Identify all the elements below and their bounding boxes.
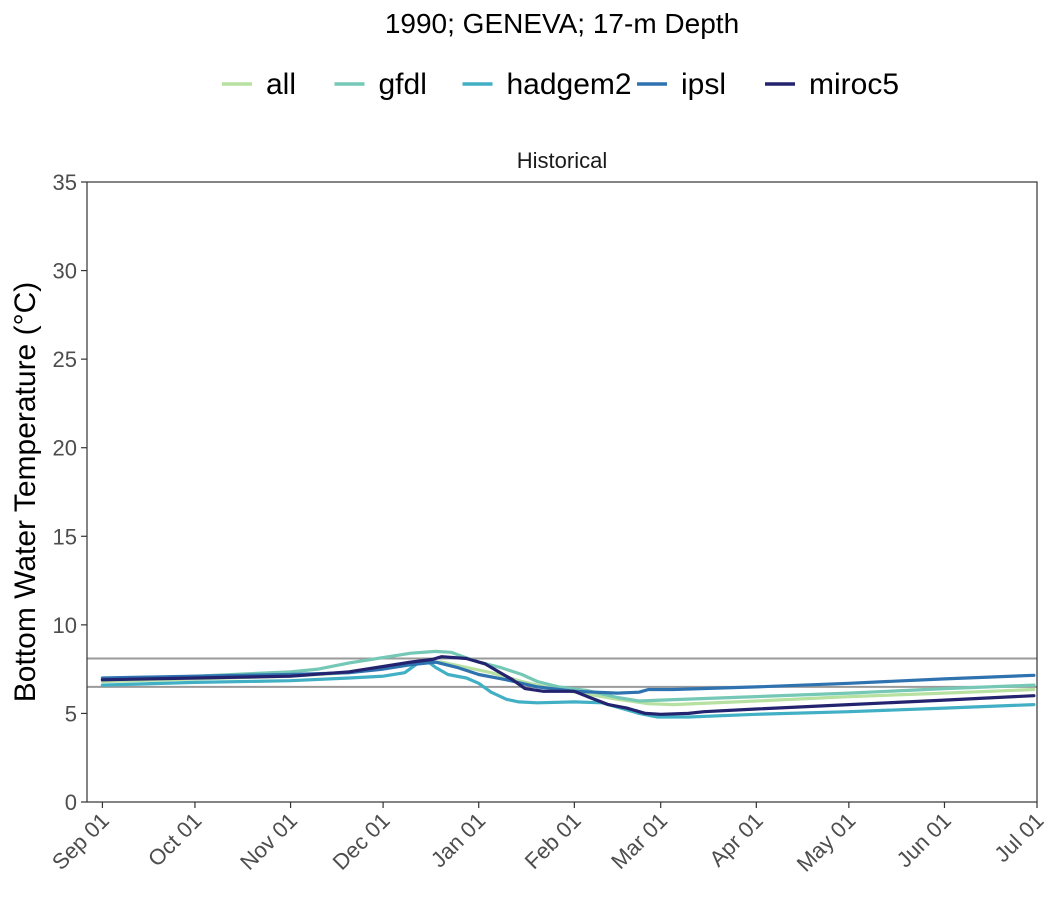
- series-lines: [100, 649, 1036, 719]
- legend-label: hadgem2: [507, 68, 632, 101]
- y-tick-label: 0: [65, 790, 77, 815]
- legend-label: gfdl: [379, 68, 427, 101]
- plot-panel: [87, 182, 1037, 802]
- legend-item-miroc5: miroc5: [765, 68, 899, 101]
- x-tick-label: Dec 01: [328, 808, 395, 875]
- x-tick-label: Oct 01: [143, 808, 207, 872]
- x-tick-label: Jun 01: [892, 808, 956, 872]
- legend-item-all: all: [222, 68, 296, 101]
- x-tick-label: Feb 01: [520, 808, 586, 874]
- legend-label: ipsl: [681, 68, 726, 101]
- y-axis-title: Bottom Water Temperature (°C): [9, 282, 42, 702]
- series-line-hadgem2: [100, 658, 1036, 719]
- x-tick-label: May 01: [792, 808, 861, 877]
- y-tick-label: 15: [53, 524, 77, 549]
- x-tick-label: Mar 01: [606, 808, 672, 874]
- legend-label: all: [266, 68, 296, 101]
- x-axis: Sep 01 Oct 01 Nov 01 Dec 01 Jan 01 Feb 01 Mar …: [47, 802, 1049, 877]
- series-line-miroc5: [100, 655, 1036, 716]
- x-tick-label: Nov 01: [235, 808, 302, 875]
- legend: all gfdl hadgem2 ipsl miroc5: [222, 68, 899, 101]
- y-tick-label: 30: [53, 259, 77, 284]
- legend-item-gfdl: gfdl: [334, 68, 427, 101]
- y-tick-label: 25: [53, 347, 77, 372]
- x-tick-label: Sep 01: [47, 808, 114, 875]
- series-line-gfdl: [100, 649, 1036, 703]
- facet-strip: [87, 143, 1037, 180]
- x-tick-label: Apr 01: [704, 808, 768, 872]
- legend-item-ipsl: ipsl: [637, 68, 726, 101]
- legend-label: miroc5: [809, 68, 899, 101]
- y-axis: 0 5 10 15 20 25 30 35: [53, 170, 87, 815]
- y-tick-label: 35: [53, 170, 77, 195]
- x-tick-label: Jul 01: [989, 808, 1048, 867]
- chart-title: 1990; GENEVA; 17-m Depth: [385, 8, 739, 39]
- legend-item-hadgem2: hadgem2: [462, 68, 632, 101]
- y-tick-label: 10: [53, 613, 77, 638]
- y-tick-label: 5: [65, 701, 77, 726]
- y-tick-label: 20: [53, 436, 77, 461]
- facet-label: Historical: [517, 148, 607, 173]
- x-tick-label: Jan 01: [426, 808, 490, 872]
- panel-border: [86, 181, 1038, 803]
